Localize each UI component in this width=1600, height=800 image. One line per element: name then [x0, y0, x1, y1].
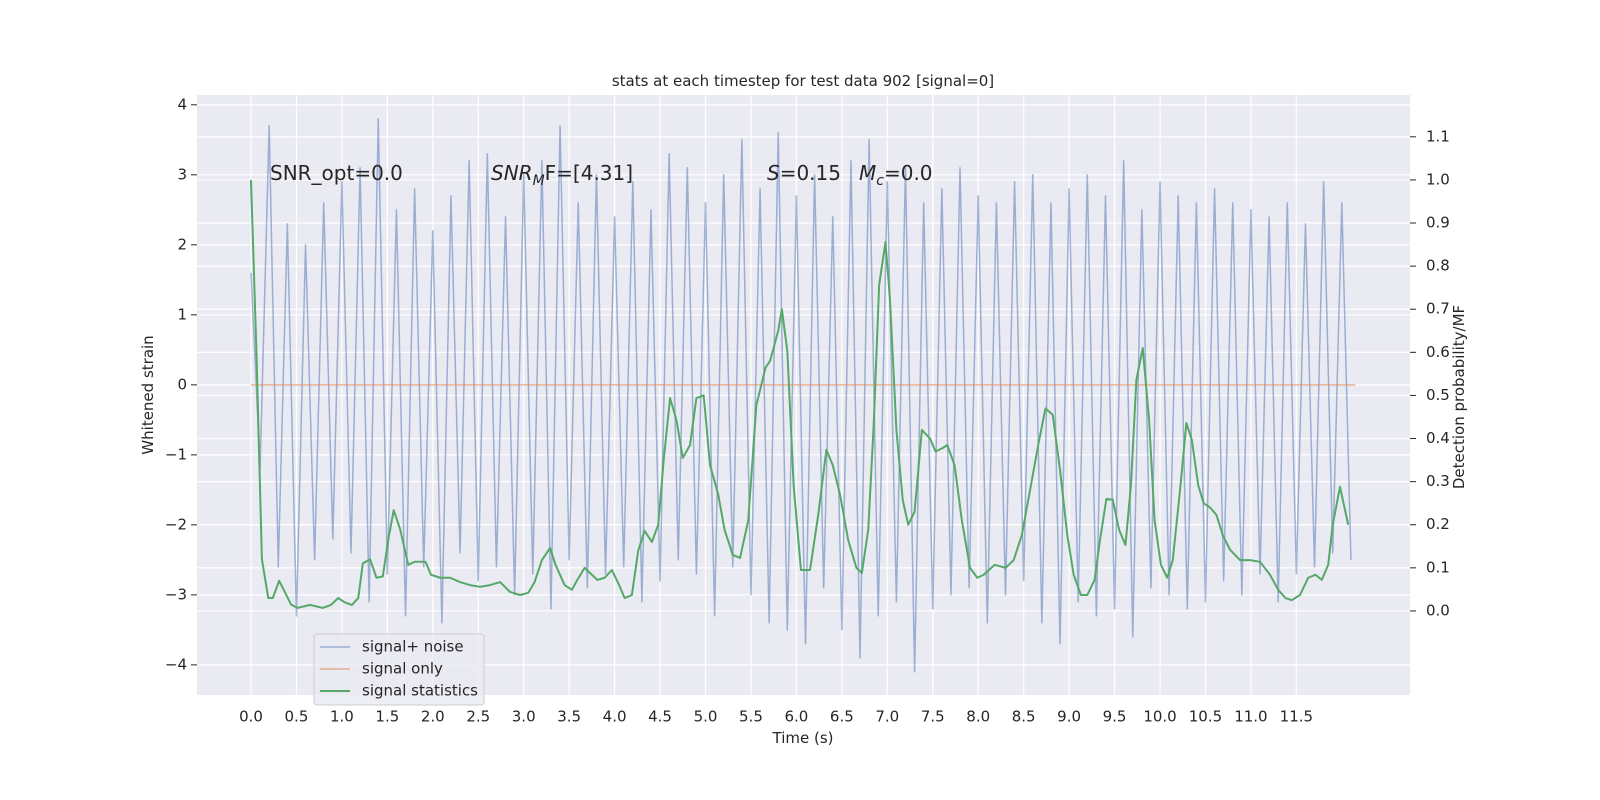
x-tick-label: 3.5 — [557, 708, 581, 726]
y-tick-label: 3 — [177, 165, 187, 183]
annotation: SNRMF=[4.31] — [491, 161, 633, 189]
annotation-part: SNR — [491, 161, 533, 185]
x-tick-label: 1.0 — [330, 708, 354, 726]
y2-axis-label: Detection probability/MF — [1450, 305, 1468, 489]
x-tick-label: 9.5 — [1103, 708, 1127, 726]
annotation-part: =0.0 — [884, 161, 933, 185]
y2-tick-label: 1.0 — [1426, 170, 1450, 188]
grid — [197, 95, 1410, 695]
x-tick-label: 9.0 — [1057, 708, 1081, 726]
x-tick-label: 0.5 — [285, 708, 309, 726]
y-tick-label: −3 — [165, 585, 187, 603]
y2-tick-label: 0.6 — [1426, 343, 1450, 361]
marks — [250, 118, 1356, 673]
legend-box — [313, 633, 485, 706]
x-tick-label: 10.5 — [1189, 708, 1222, 726]
x-tick-label: 10.0 — [1143, 708, 1176, 726]
x-axis-label: Time (s) — [772, 729, 834, 747]
x-tick-label: 11.5 — [1280, 708, 1313, 726]
series-line — [250, 179, 1350, 609]
x-tick-label: 2.5 — [466, 708, 490, 726]
series-line — [250, 118, 1352, 673]
x-tick-label: 4.0 — [603, 708, 627, 726]
y2-tick-label: 0.8 — [1426, 257, 1450, 275]
y-tick-label: −1 — [165, 445, 187, 463]
y-tick-label: −2 — [165, 515, 187, 533]
x-tick-label: 4.5 — [648, 708, 672, 726]
y2-tick-label: 1.1 — [1426, 127, 1450, 145]
x-tick-label: 5.0 — [694, 708, 718, 726]
annotation-part: SNR_opt=0.0 — [270, 161, 403, 185]
y-axis-label: Whitened strain — [139, 335, 157, 454]
annotation-part: =0.15 — [780, 161, 841, 185]
legend-label: signal only — [362, 660, 443, 678]
annotation: S=0.15 — [767, 161, 841, 185]
y2-tick-label: 0.1 — [1426, 558, 1450, 576]
y2-tick-label: 0.5 — [1426, 386, 1450, 404]
x-tick-label: 6.5 — [830, 708, 854, 726]
x-tick-label: 7.0 — [875, 708, 899, 726]
legend-label: signal+ noise — [362, 638, 464, 656]
x-tick-label: 8.5 — [1012, 708, 1036, 726]
x-tick-label: 5.5 — [739, 708, 763, 726]
annotations: SNR_opt=0.0 SNRMF=[4.31] S=0.15 Mc=0.0 — [270, 161, 933, 189]
y2-tick-label: 0.0 — [1426, 601, 1450, 619]
y-tick-label: −4 — [165, 655, 187, 673]
x-tick-label: 11.0 — [1234, 708, 1267, 726]
y2-tick-label: 0.7 — [1426, 300, 1450, 318]
chart-title: stats at each timestep for test data 902… — [612, 72, 994, 90]
annotation: SNR_opt=0.0 — [270, 161, 403, 185]
annotation-part: S — [767, 161, 780, 185]
x-tick-label: 3.0 — [512, 708, 536, 726]
annotation-part: c — [876, 173, 884, 189]
annotation-part: F=[4.31] — [545, 161, 633, 185]
y2-tick-label: 0.4 — [1426, 429, 1450, 447]
y-tick-label: 2 — [177, 235, 187, 253]
y2-tick-label: 0.2 — [1426, 515, 1450, 533]
x-tick-label: 8.0 — [966, 708, 990, 726]
x-tick-label: 7.5 — [921, 708, 945, 726]
y-tick-label: 0 — [177, 375, 187, 393]
legend-label: signal statistics — [362, 682, 478, 700]
x-tick-label: 6.0 — [784, 708, 808, 726]
x-tick-label: 2.0 — [421, 708, 445, 726]
annotation-part: M — [859, 161, 876, 185]
y-tick-label: 1 — [177, 305, 187, 323]
legend: signal+ noise signal only signal statistic… — [313, 633, 485, 706]
y2-tick-label: 0.9 — [1426, 214, 1450, 232]
y2-tick-label: 0.3 — [1426, 472, 1450, 490]
annotation-part: M — [533, 173, 545, 189]
x-tick-label: 0.0 — [239, 708, 263, 726]
y-tick-label: 4 — [177, 95, 187, 113]
annotation: Mc=0.0 — [859, 161, 933, 189]
x-tick-label: 1.5 — [375, 708, 399, 726]
